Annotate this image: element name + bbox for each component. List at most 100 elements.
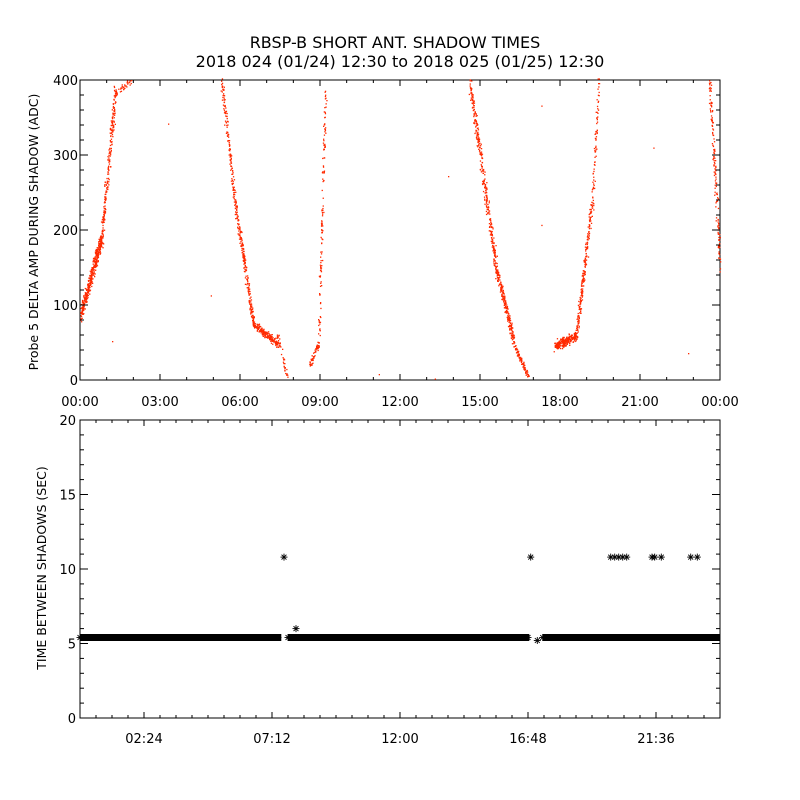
top-data-point — [525, 370, 527, 372]
top-data-point — [280, 353, 283, 356]
top-data-point — [248, 290, 250, 293]
top-data-point — [247, 288, 249, 290]
top-data-point — [497, 280, 500, 282]
bottom-baseline-marker — [100, 634, 108, 641]
top-data-point — [232, 186, 234, 188]
bottom-baseline-marker — [262, 634, 270, 641]
top-data-point — [519, 358, 521, 360]
top-data-point — [325, 106, 327, 108]
bottom-baseline-marker — [290, 634, 298, 641]
top-data-point — [471, 80, 473, 82]
top-data-point — [87, 294, 89, 297]
top-data-point — [230, 165, 232, 167]
top-data-point — [105, 184, 108, 186]
top-data-point — [88, 287, 90, 289]
top-data-point — [595, 145, 597, 147]
top-data-point — [565, 340, 567, 342]
top-data-point — [277, 336, 279, 338]
top-data-point — [264, 334, 266, 336]
top-data-point — [709, 80, 711, 82]
top-data-point — [718, 236, 720, 239]
top-data-point — [715, 173, 717, 176]
top-data-point — [108, 169, 110, 172]
top-data-point — [488, 211, 490, 214]
top-data-point — [576, 332, 578, 334]
top-data-point — [496, 270, 498, 272]
bottom-data-point — [533, 637, 541, 644]
top-data-point — [87, 289, 89, 291]
top-data-point — [81, 306, 84, 309]
top-data-point — [487, 212, 489, 214]
top-data-point — [578, 327, 580, 329]
top-data-point — [320, 267, 323, 269]
top-data-point — [322, 165, 325, 167]
top-data-point — [267, 337, 269, 339]
top-data-point — [243, 263, 245, 265]
top-data-point — [527, 374, 529, 377]
top-data-point — [283, 362, 285, 365]
top-data-point — [234, 213, 236, 216]
top-data-point — [589, 217, 591, 220]
top-data-point — [231, 182, 233, 185]
top-data-point — [485, 210, 488, 213]
top-data-point — [254, 327, 256, 329]
top-data-point — [492, 250, 494, 252]
top-data-point — [235, 200, 237, 203]
top-data-point — [282, 361, 285, 363]
top-x-tick-label: 00:00 — [701, 395, 738, 410]
top-data-point — [96, 254, 98, 256]
top-data-point — [478, 138, 481, 140]
bottom-baseline-marker — [470, 634, 478, 641]
top-data-point — [90, 280, 93, 282]
top-data-point — [110, 138, 113, 140]
top-data-point — [92, 261, 94, 263]
bottom-baseline-marker — [112, 634, 120, 641]
top-data-point — [715, 193, 717, 195]
top-data-point — [320, 262, 322, 264]
top-data-point — [712, 144, 714, 146]
top-data-point — [222, 94, 224, 97]
top-data-point — [112, 123, 114, 125]
top-data-point — [221, 85, 223, 87]
top-data-point — [236, 208, 238, 211]
top-data-point — [566, 337, 568, 339]
top-data-point — [94, 264, 96, 266]
top-data-point — [250, 299, 253, 301]
top-y-tick-label: 400 — [53, 74, 78, 89]
top-data-point — [709, 95, 711, 97]
top-data-point — [270, 342, 273, 344]
top-data-point — [280, 346, 282, 348]
top-data-point — [323, 134, 326, 136]
top-data-point — [507, 315, 509, 317]
top-data-point — [563, 336, 565, 339]
top-data-point — [108, 163, 111, 165]
top-data-point — [88, 289, 90, 291]
top-data-point — [241, 247, 243, 250]
bottom-baseline-marker — [713, 634, 721, 641]
top-data-point — [248, 301, 250, 304]
top-data-point — [562, 336, 564, 339]
top-data-point — [554, 346, 556, 348]
top-data-point — [594, 164, 596, 166]
top-data-point — [114, 112, 116, 115]
top-data-point — [581, 299, 584, 301]
top-data-point — [97, 251, 100, 253]
top-data-point — [558, 345, 560, 347]
top-data-point — [223, 88, 225, 91]
top-data-point — [320, 271, 323, 273]
top-data-point — [94, 265, 96, 267]
top-data-point — [96, 247, 98, 249]
top-data-point — [497, 271, 499, 273]
top-data-point — [277, 340, 280, 342]
top-data-point — [471, 99, 474, 101]
top-data-point — [315, 349, 317, 351]
top-data-point — [321, 265, 323, 267]
top-data-point — [321, 242, 323, 245]
bottom-baseline-marker — [587, 634, 595, 641]
top-data-point — [478, 150, 481, 152]
top-data-point — [475, 115, 477, 117]
top-data-point — [226, 126, 228, 128]
top-data-point — [597, 109, 600, 111]
bottom-baseline-marker — [623, 634, 631, 641]
top-data-point — [240, 237, 242, 239]
